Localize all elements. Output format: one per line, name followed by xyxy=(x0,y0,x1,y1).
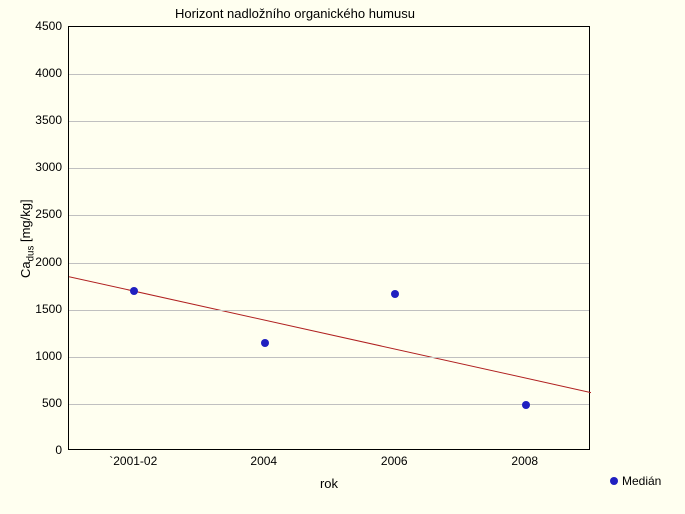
gridline xyxy=(69,215,589,216)
gridline xyxy=(69,404,589,405)
x-tick-label: `2001-02 xyxy=(109,454,157,468)
gridline xyxy=(69,168,589,169)
gridline xyxy=(69,310,589,311)
data-point xyxy=(130,287,138,295)
legend-marker-icon xyxy=(610,477,618,485)
gridline xyxy=(69,74,589,75)
y-tick-label: 3500 xyxy=(0,113,62,127)
chart-title: Horizont nadložního organického humusu xyxy=(0,6,590,21)
data-point xyxy=(261,339,269,347)
trend-line xyxy=(69,27,591,451)
x-axis-label: rok xyxy=(68,476,590,491)
x-tick-label: 2006 xyxy=(381,454,408,468)
y-tick-label: 0 xyxy=(0,443,62,457)
legend-label: Medián xyxy=(622,474,661,488)
y-axis-label: Cadus [mg/kg] xyxy=(18,199,37,278)
chart-container: Horizont nadložního organického humusu 0… xyxy=(0,0,685,514)
y-tick-label: 1000 xyxy=(0,349,62,363)
x-tick-label: 2008 xyxy=(511,454,538,468)
data-point xyxy=(522,401,530,409)
x-tick-label: 2004 xyxy=(250,454,277,468)
y-tick-label: 500 xyxy=(0,396,62,410)
gridline xyxy=(69,357,589,358)
gridline xyxy=(69,121,589,122)
y-tick-label: 1500 xyxy=(0,302,62,316)
gridline xyxy=(69,263,589,264)
legend: Medián xyxy=(610,474,661,488)
data-point xyxy=(391,290,399,298)
y-tick-label: 3000 xyxy=(0,160,62,174)
plot-area xyxy=(68,26,590,450)
y-tick-label: 4500 xyxy=(0,19,62,33)
y-tick-label: 4000 xyxy=(0,66,62,80)
